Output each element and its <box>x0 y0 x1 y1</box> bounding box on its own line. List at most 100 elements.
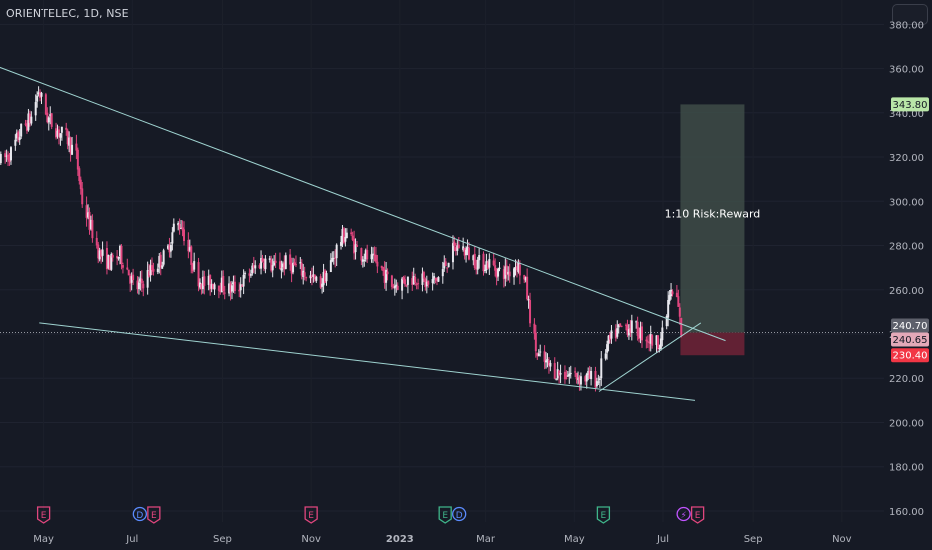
candle-body <box>278 261 281 270</box>
event-marker-letter: ⚡ <box>680 511 686 521</box>
candle-body <box>101 249 104 256</box>
candle-body <box>473 253 476 268</box>
candle-body <box>478 255 481 261</box>
candle-body <box>556 369 559 379</box>
candle-body <box>543 351 546 362</box>
candle-body <box>537 353 540 357</box>
dividend-marker[interactable] <box>452 506 467 522</box>
candle-body <box>385 270 388 283</box>
chart-menu-button[interactable] <box>892 4 928 25</box>
candle-body <box>345 232 348 239</box>
candle-body <box>549 362 552 367</box>
candle-body <box>434 277 437 279</box>
candle-body <box>329 260 332 272</box>
price-tick-label: 280.00 <box>889 242 924 253</box>
candle-body <box>126 267 129 270</box>
time-tick-label: Nov <box>832 534 852 545</box>
candle-body <box>151 265 154 271</box>
candle-body <box>380 265 383 268</box>
symbol-title: ORIENTELEC, 1D, NSE <box>6 7 129 20</box>
candle-body <box>27 113 30 131</box>
candle-body <box>198 282 201 288</box>
earnings-marker[interactable] <box>36 506 51 524</box>
candle-body <box>139 278 142 282</box>
candle-body <box>447 262 450 268</box>
risk-zone <box>680 332 745 356</box>
candle-body <box>515 266 518 271</box>
candle-body <box>505 265 508 276</box>
stop-price-label: 230.40 <box>893 351 928 362</box>
candle-body <box>443 262 446 269</box>
candle-body <box>294 264 297 266</box>
candle-body <box>241 285 244 287</box>
candle-body <box>402 277 405 280</box>
candle-body <box>49 114 52 117</box>
candle-body <box>366 250 369 260</box>
candle-body <box>670 289 673 297</box>
candle-body <box>148 271 151 277</box>
candle-body <box>630 320 633 333</box>
candle-body <box>322 271 325 286</box>
candle-body <box>24 123 27 125</box>
reward-zone <box>680 104 745 333</box>
grid-lines <box>0 23 884 512</box>
candle-body <box>412 276 415 285</box>
candle-body <box>627 329 630 336</box>
candle-body <box>127 269 130 276</box>
candle-body <box>547 360 550 366</box>
candle-body <box>289 254 292 265</box>
split-marker[interactable] <box>676 506 691 522</box>
candle-body <box>20 123 23 137</box>
dividend-marker[interactable] <box>132 506 147 522</box>
candle-body <box>233 281 236 292</box>
earnings-marker[interactable] <box>438 506 452 524</box>
current-price-label: 240.70 <box>893 321 928 332</box>
candle-body <box>523 275 526 280</box>
candle-body <box>325 273 328 282</box>
event-marker-letter: D <box>136 511 143 521</box>
candle-body <box>350 232 353 235</box>
trendline[interactable] <box>39 322 696 401</box>
earnings-marker[interactable] <box>596 506 611 524</box>
candle-body <box>446 267 449 269</box>
candle-body <box>424 278 427 288</box>
candle-body <box>508 271 511 277</box>
candle-body <box>130 276 133 283</box>
candle-body <box>578 377 581 384</box>
candle-body <box>437 277 440 282</box>
earnings-marker[interactable] <box>147 506 161 524</box>
candle-body <box>655 335 658 345</box>
candle-body <box>604 353 607 359</box>
candle-body <box>81 188 84 205</box>
candle-body <box>110 254 113 270</box>
trendline[interactable] <box>0 66 726 342</box>
candle-body <box>60 126 63 133</box>
candle-body <box>0 154 2 164</box>
candle-body <box>598 378 601 380</box>
earnings-marker[interactable] <box>690 506 705 524</box>
price-tick-label: 200.00 <box>889 418 924 429</box>
candle-body <box>619 323 622 326</box>
candle-body <box>217 285 220 291</box>
candle-body <box>252 265 255 268</box>
trendline[interactable] <box>598 322 702 392</box>
candle-body <box>315 276 318 281</box>
candle-body <box>152 268 155 272</box>
candle-body <box>340 242 343 246</box>
candle-body <box>212 284 215 289</box>
candle-body <box>116 255 119 259</box>
candle-body <box>283 262 286 270</box>
earnings-marker[interactable] <box>304 506 318 524</box>
time-axis: May Jul Sep Nov 2023 Mar May Jul Sep Nov <box>33 534 851 545</box>
candle-body <box>335 244 338 259</box>
candle-body <box>87 212 90 218</box>
candle-body <box>640 326 643 341</box>
candle-body <box>401 278 404 291</box>
candle-body <box>351 235 354 240</box>
candle-body <box>111 255 114 258</box>
price-tick-label: 340.00 <box>889 109 924 120</box>
candle-body <box>324 270 327 283</box>
position-zones <box>680 104 745 356</box>
candle-body <box>210 284 213 289</box>
